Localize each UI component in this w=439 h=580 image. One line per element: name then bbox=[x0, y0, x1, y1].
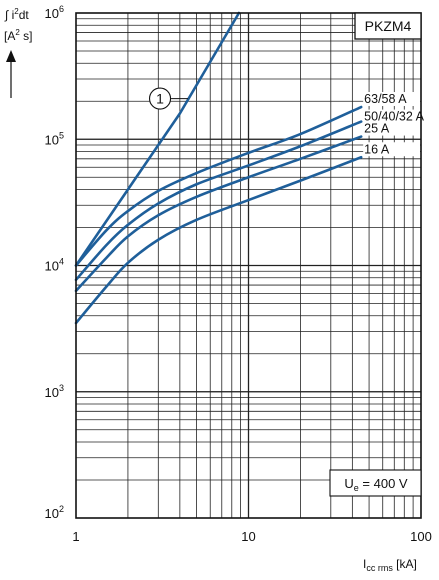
series-line-0 bbox=[74, 11, 241, 267]
annotation-rest: = 400 V bbox=[359, 476, 408, 491]
series-label-bg bbox=[363, 142, 420, 157]
y-tick-label: 104 bbox=[45, 257, 64, 274]
title-box: PKZM4 bbox=[354, 12, 422, 40]
series-label-2: 50/40/32 A bbox=[364, 110, 424, 124]
ylabel-line1-pre: ∫ i bbox=[4, 8, 14, 22]
series-line-1 bbox=[74, 105, 363, 267]
series-line-4 bbox=[74, 155, 363, 325]
plot-frame bbox=[75, 12, 422, 519]
xlabel-sub: cc rms bbox=[366, 563, 393, 573]
series-label-circle bbox=[148, 87, 172, 110]
ylabel-line1-sup: 2 bbox=[14, 7, 19, 16]
x-tick-labels: 1 10 100 bbox=[72, 529, 431, 544]
series-label-1: 63/58 A bbox=[364, 92, 407, 106]
series-lines bbox=[74, 11, 363, 325]
series-labels: 1 63/58 A 50/40/32 A25 A 16 A bbox=[148, 87, 425, 157]
svg-text:[A2 s]: [A2 s] bbox=[4, 28, 32, 43]
voltage-annotation: Ue = 400 V bbox=[329, 469, 422, 497]
y-tick-labels: 102 103 104 105 106 bbox=[45, 4, 64, 521]
chart-title: PKZM4 bbox=[365, 18, 412, 34]
series-label-3: 25 A bbox=[364, 122, 390, 136]
ylabel-line2-sup: 2 bbox=[15, 28, 20, 37]
svg-text:Ue = 400 V: Ue = 400 V bbox=[344, 476, 408, 493]
y-tick-label: 105 bbox=[45, 130, 64, 147]
x-tick-label: 1 bbox=[72, 529, 79, 544]
series-label-bg bbox=[363, 92, 420, 107]
series-label-bg bbox=[363, 121, 420, 136]
up-arrow-icon bbox=[6, 50, 16, 98]
annotation-base: U bbox=[344, 476, 353, 491]
grid bbox=[76, 13, 421, 518]
svg-text:Icc rms [kA]: Icc rms [kA] bbox=[363, 557, 417, 573]
series-label-4: 16 A bbox=[364, 142, 390, 156]
ylabel-line2-post: s] bbox=[20, 29, 33, 43]
xlabel-rest: [kA] bbox=[393, 557, 417, 571]
x-tick-label: 100 bbox=[410, 529, 432, 544]
ylabel-line2-pre: [A bbox=[4, 29, 15, 43]
svg-text:∫ i2dt: ∫ i2dt bbox=[4, 7, 29, 22]
ylabel-line1-post: dt bbox=[19, 8, 30, 22]
series-label-text: 1 bbox=[156, 91, 164, 107]
y-tick-label: 102 bbox=[45, 504, 64, 521]
x-axis-label: Icc rms [kA] bbox=[363, 557, 417, 573]
series-line-2 bbox=[74, 120, 363, 282]
series-line-3 bbox=[74, 135, 363, 293]
series-label-bg bbox=[363, 109, 420, 124]
y-tick-label: 103 bbox=[45, 383, 64, 400]
xlabel-base: I bbox=[363, 557, 366, 571]
y-tick-label: 106 bbox=[45, 4, 64, 21]
plot-border bbox=[75, 12, 422, 519]
x-tick-label: 10 bbox=[241, 529, 255, 544]
series-label-circled: 1 bbox=[148, 87, 189, 110]
annotation-sub: e bbox=[354, 483, 359, 493]
y-axis-label: ∫ i2dt [A2 s] bbox=[4, 7, 32, 98]
